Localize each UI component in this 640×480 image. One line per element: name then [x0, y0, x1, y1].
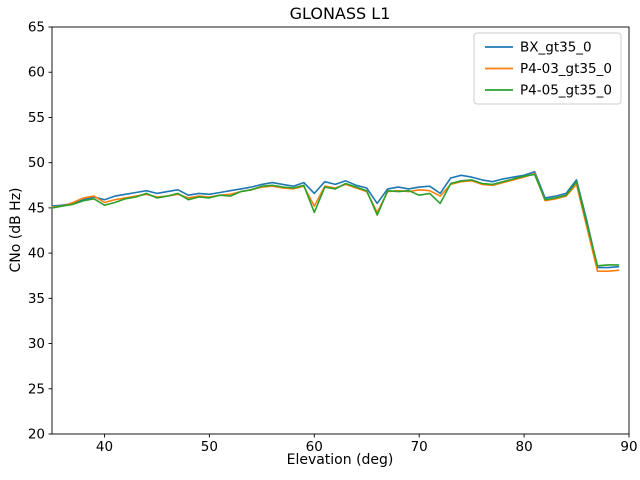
y-tick-label: 25: [28, 381, 45, 397]
plot-line-BX_gt35_0: [51, 170, 620, 269]
y-tick-label: 60: [28, 65, 45, 81]
x-tick-label: 40: [96, 439, 113, 455]
axes-frame: [51, 26, 630, 435]
legend-label: BX_gt35_0: [520, 40, 592, 56]
legend-label: P4-05_gt35_0: [520, 83, 612, 99]
chart-title: GLONASS L1: [290, 4, 391, 23]
y-axis-label: CNo (dB Hz): [8, 187, 24, 272]
legend: BX_gt35_0 P4-03_gt35_0 P4-05_gt35_0: [473, 32, 622, 105]
axes-spines: [51, 26, 630, 435]
plot-series: [51, 170, 620, 273]
y-tick-label: 50: [28, 155, 45, 171]
y-tick-label: 45: [28, 200, 45, 216]
y-tick-label: 35: [28, 291, 45, 307]
x-tick-label: 90: [620, 439, 637, 455]
y-tick-label: 30: [28, 336, 45, 352]
y-tick-label: 55: [28, 110, 45, 126]
legend-label: P4-03_gt35_0: [520, 61, 612, 77]
y-tick-label: 65: [28, 20, 45, 36]
x-axis-label: Elevation (deg): [287, 452, 394, 468]
y-tick-label: 20: [28, 427, 45, 443]
legend-frame: [473, 32, 622, 105]
axis-ticks: 40 50 60 70 80 90 20 25 30 35 40 45 50 55 60 65: [28, 20, 638, 456]
y-tick-label: 40: [28, 246, 45, 262]
x-tick-label: 70: [411, 439, 428, 455]
x-tick-label: 50: [201, 439, 218, 455]
x-tick-label: 80: [515, 439, 532, 455]
plot-line-P4-05_gt35_0: [51, 173, 620, 267]
x-tick-label: 60: [306, 439, 323, 455]
